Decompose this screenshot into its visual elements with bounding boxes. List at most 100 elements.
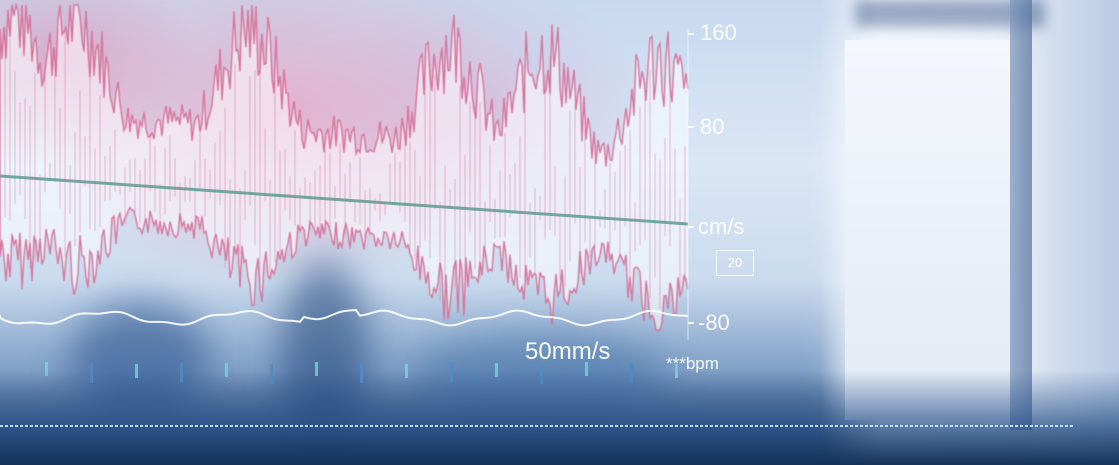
marker-dot bbox=[690, 425, 693, 427]
marker-dot bbox=[100, 425, 103, 427]
marker-dot bbox=[125, 425, 128, 427]
marker-dot bbox=[970, 425, 973, 427]
marker-dot bbox=[460, 425, 463, 427]
marker-dot bbox=[395, 425, 398, 427]
marker-dot bbox=[1030, 425, 1033, 427]
marker-dot bbox=[15, 425, 18, 427]
marker-dot bbox=[115, 425, 118, 427]
marker-dot bbox=[120, 425, 123, 427]
marker-dot bbox=[730, 425, 733, 427]
marker-dot bbox=[295, 425, 298, 427]
doppler-trace bbox=[0, 2, 689, 331]
marker-dot bbox=[280, 425, 283, 427]
marker-dot bbox=[1015, 425, 1018, 427]
scale-unit-label: cm/s bbox=[698, 214, 745, 239]
marker-dot bbox=[925, 425, 928, 427]
marker-dot bbox=[55, 425, 58, 427]
marker-dot bbox=[635, 425, 638, 427]
marker-dot bbox=[735, 425, 738, 427]
marker-dot bbox=[345, 425, 348, 427]
marker-dot bbox=[330, 425, 333, 427]
marker-dot bbox=[80, 425, 83, 427]
time-tick bbox=[135, 364, 138, 378]
marker-dot bbox=[290, 425, 293, 427]
time-tick bbox=[495, 363, 498, 377]
marker-dot bbox=[400, 425, 403, 427]
marker-dot bbox=[0, 425, 3, 427]
marker-dot bbox=[355, 425, 358, 427]
spectrum-fill-upper bbox=[0, 5, 688, 224]
marker-dot bbox=[590, 425, 593, 427]
marker-dot bbox=[605, 425, 608, 427]
marker-dot bbox=[910, 425, 913, 427]
scale-label-160: 160 bbox=[700, 20, 737, 45]
medical-cabinet bbox=[845, 40, 1020, 420]
marker-dot bbox=[420, 425, 423, 427]
marker-dot bbox=[205, 425, 208, 427]
time-tick bbox=[630, 363, 633, 383]
marker-dot bbox=[775, 425, 778, 427]
marker-dot bbox=[405, 425, 408, 427]
marker-dot bbox=[940, 425, 943, 427]
marker-dot bbox=[960, 425, 963, 427]
marker-dot bbox=[510, 425, 513, 427]
marker-dot bbox=[520, 425, 523, 427]
marker-dot bbox=[985, 425, 988, 427]
marker-dot bbox=[790, 425, 793, 427]
marker-dot bbox=[150, 425, 153, 427]
marker-dot bbox=[1005, 425, 1008, 427]
marker-dot bbox=[40, 425, 43, 427]
marker-dot bbox=[1045, 425, 1048, 427]
marker-dot bbox=[385, 425, 388, 427]
baseline-line bbox=[0, 174, 689, 226]
marker-dot bbox=[1050, 425, 1053, 427]
marker-dot bbox=[720, 425, 723, 427]
marker-dot bbox=[895, 425, 898, 427]
marker-dot bbox=[250, 425, 253, 427]
marker-dot bbox=[340, 425, 343, 427]
spectrum-envelope-upper bbox=[0, 2, 689, 176]
marker-dot bbox=[215, 425, 218, 427]
time-tick bbox=[585, 362, 588, 376]
floor bbox=[0, 370, 1119, 465]
marker-dot bbox=[440, 425, 443, 427]
marker-dot bbox=[430, 425, 433, 427]
marker-dot bbox=[740, 425, 743, 427]
marker-dot bbox=[315, 425, 318, 427]
marker-dot bbox=[30, 425, 33, 427]
marker-dot bbox=[220, 425, 223, 427]
marker-dot bbox=[170, 425, 173, 427]
marker-dot bbox=[140, 425, 143, 427]
marker-dot bbox=[825, 425, 828, 427]
marker-dot bbox=[990, 425, 993, 427]
marker-dot bbox=[995, 425, 998, 427]
marker-dot bbox=[865, 425, 868, 427]
marker-dot bbox=[615, 425, 618, 427]
time-tick bbox=[675, 364, 678, 378]
cabinet-edge bbox=[1010, 0, 1032, 430]
marker-dot bbox=[900, 425, 903, 427]
marker-dot bbox=[705, 425, 708, 427]
marker-dot bbox=[650, 425, 653, 427]
marker-dot bbox=[65, 425, 68, 427]
marker-dot bbox=[935, 425, 938, 427]
marker-dot bbox=[445, 425, 448, 427]
marker-dot bbox=[915, 425, 918, 427]
marker-dot bbox=[770, 425, 773, 427]
marker-dot bbox=[750, 425, 753, 427]
marker-dot bbox=[765, 425, 768, 427]
marker-dot bbox=[240, 425, 243, 427]
heart-rate-label: ***bpm bbox=[666, 354, 719, 373]
marker-dot bbox=[10, 425, 13, 427]
time-tick bbox=[360, 363, 363, 383]
time-ticks bbox=[45, 362, 678, 384]
marker-dot bbox=[1060, 425, 1063, 427]
marker-dot bbox=[625, 425, 628, 427]
marker-dot bbox=[415, 425, 418, 427]
time-tick bbox=[270, 364, 273, 384]
time-tick bbox=[450, 362, 453, 382]
marker-dot bbox=[110, 425, 113, 427]
marker-dot bbox=[755, 425, 758, 427]
marker-dot bbox=[95, 425, 98, 427]
